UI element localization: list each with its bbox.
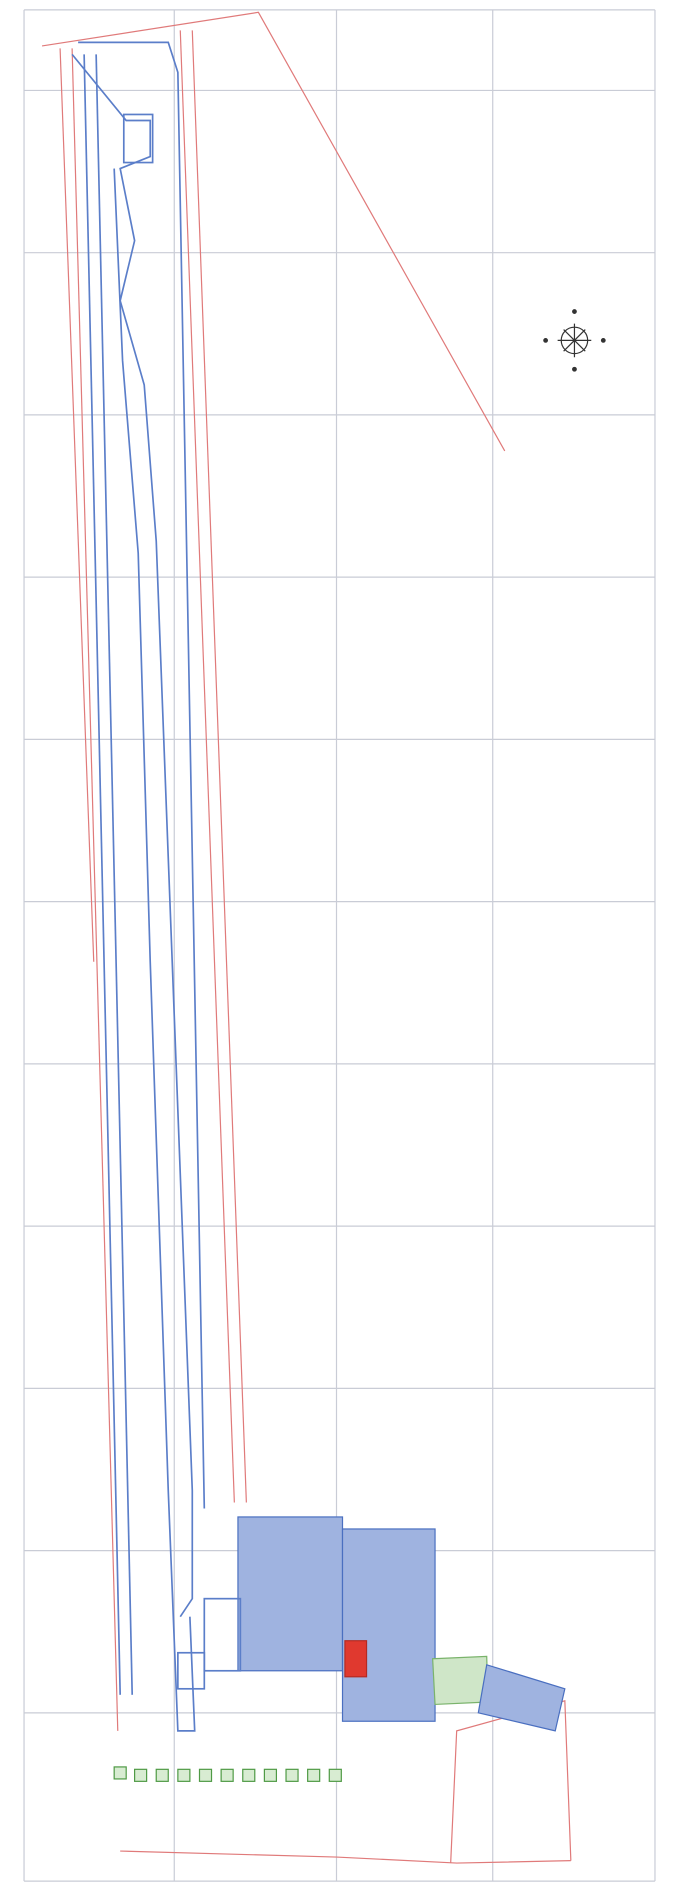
main-buildings <box>203 1516 566 1732</box>
grid <box>23 9 656 1882</box>
compass <box>543 309 606 372</box>
long-buildings <box>71 41 206 1732</box>
property-lines <box>41 11 572 1864</box>
trees <box>113 1766 342 1782</box>
